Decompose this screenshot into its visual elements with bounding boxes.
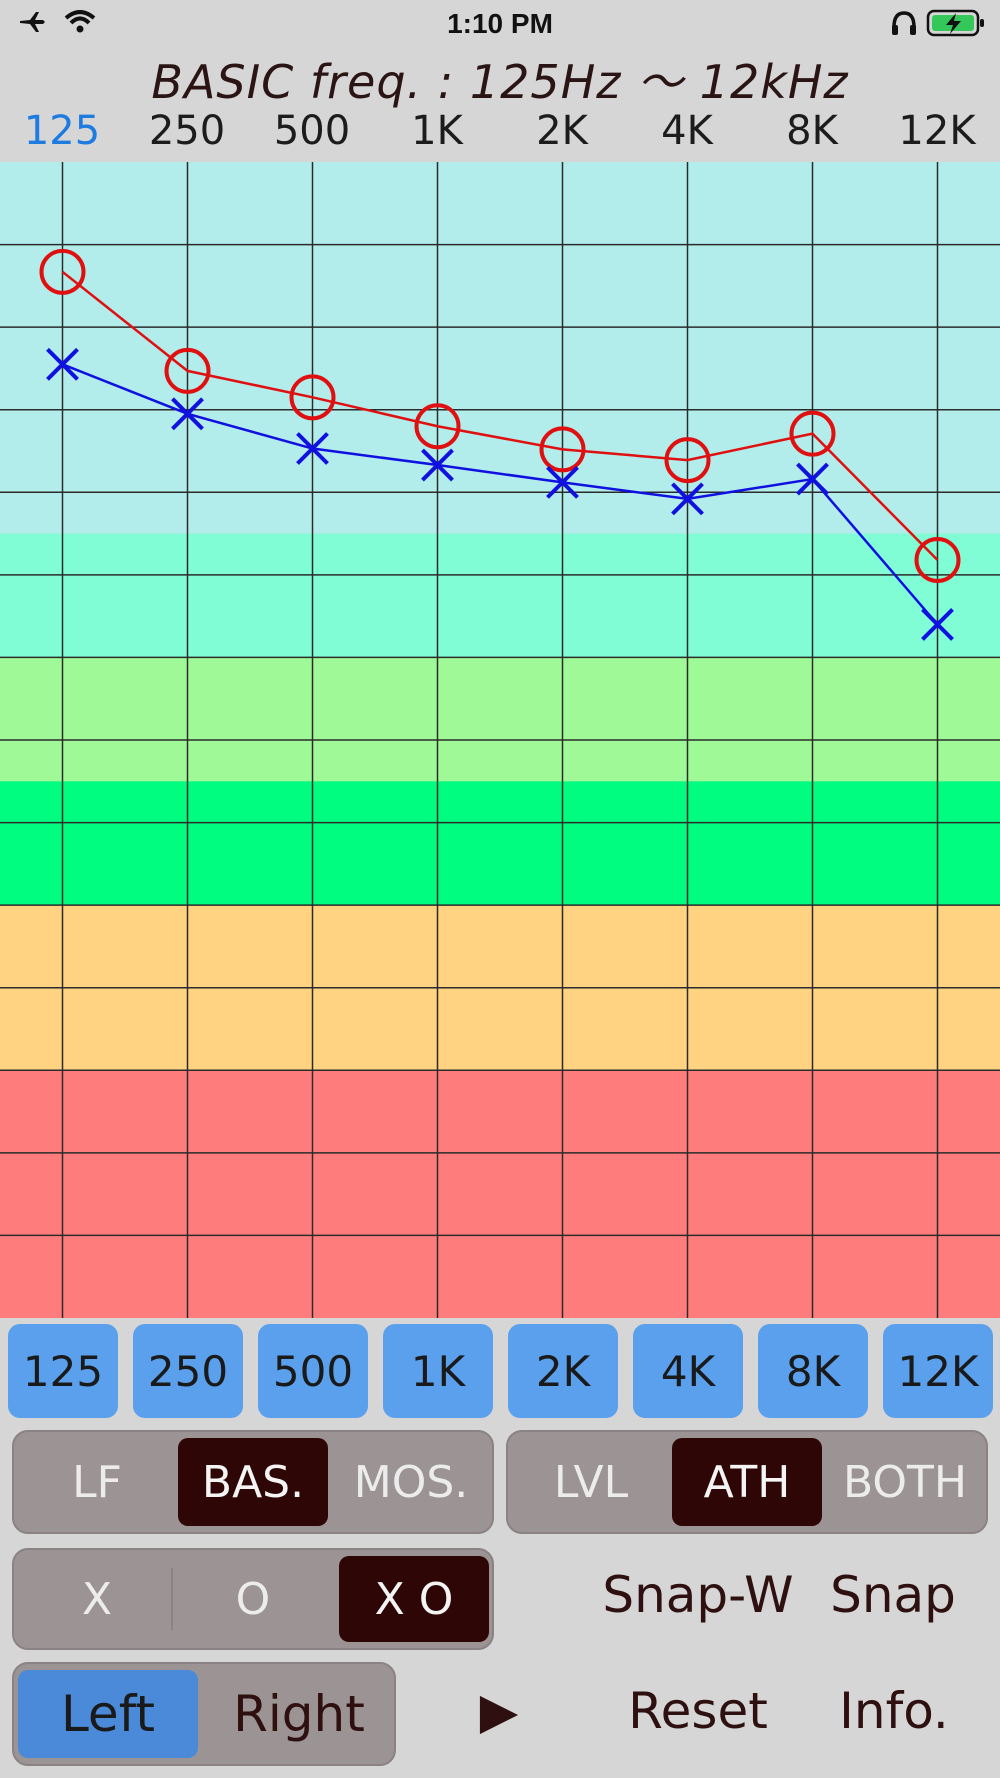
wifi-icon xyxy=(64,10,96,38)
freq-header-1k: 1K xyxy=(411,108,463,154)
marker-option-x[interactable]: X xyxy=(81,1573,113,1625)
freq-header-12k: 12K xyxy=(898,108,976,154)
data-point-o-3 xyxy=(414,403,461,450)
data-point-x-7 xyxy=(921,607,954,641)
data-point-x-stroke-b xyxy=(421,448,454,482)
info-button[interactable]: Info. xyxy=(839,1682,949,1740)
freq-header-500: 500 xyxy=(273,108,351,154)
chart-grid xyxy=(0,162,1000,1318)
chart-band-3 xyxy=(0,781,1000,906)
data-point-x-stroke-b xyxy=(296,432,329,465)
ear-segmented-control: Left Right xyxy=(12,1662,396,1766)
chart-series xyxy=(39,248,961,641)
mode-option-mos[interactable]: MOS. xyxy=(353,1456,469,1508)
type-option-ath[interactable]: ATH xyxy=(672,1438,822,1526)
page-title: BASIC freq. : 125Hz ～ 12kHz xyxy=(151,55,849,109)
data-point-o-0 xyxy=(39,248,86,295)
data-point-o-2 xyxy=(289,374,336,421)
freq-button-8k[interactable]: 8K xyxy=(758,1324,868,1418)
data-point-x-stroke-b xyxy=(546,465,579,499)
data-point-o-4 xyxy=(539,426,586,473)
status-time: 1:10 PM xyxy=(447,8,553,39)
freq-button-125[interactable]: 125 xyxy=(8,1324,118,1418)
freq-button-1k[interactable]: 1K xyxy=(383,1324,493,1418)
marker-segmented-control: X O X O xyxy=(12,1548,494,1650)
data-point-o-1 xyxy=(164,347,211,394)
mode-option-bas[interactable]: BAS. xyxy=(178,1438,328,1526)
data-point-x-3 xyxy=(421,448,454,482)
chart-band-5 xyxy=(0,1070,1000,1318)
mode-option-lf[interactable]: LF xyxy=(72,1456,122,1508)
status-bar: 1:10 PM xyxy=(0,0,1000,48)
data-point-x-stroke-b xyxy=(171,397,204,431)
type-option-lvl[interactable]: LVL xyxy=(553,1456,629,1508)
airplane-icon xyxy=(18,10,46,38)
data-point-x-6 xyxy=(796,462,829,496)
mode-segmented-control: LF BAS. MOS. xyxy=(12,1430,494,1534)
audiogram-chart[interactable] xyxy=(0,162,1000,1318)
headphones-icon xyxy=(890,9,918,41)
data-point-x-stroke-b xyxy=(921,607,954,641)
snap-w-button[interactable]: Snap-W xyxy=(602,1566,794,1624)
data-point-x-4 xyxy=(546,465,579,499)
battery-charging-icon xyxy=(926,8,986,42)
type-option-both[interactable]: BOTH xyxy=(842,1456,967,1508)
type-segmented-control: LVL ATH BOTH xyxy=(506,1430,988,1534)
freq-header-125: 125 xyxy=(23,108,101,154)
freq-header-250: 250 xyxy=(148,108,226,154)
snap-button[interactable]: Snap xyxy=(830,1566,956,1624)
freq-header-4k: 4K xyxy=(661,108,713,154)
freq-button-2k[interactable]: 2K xyxy=(508,1324,618,1418)
freq-button-250[interactable]: 250 xyxy=(133,1324,243,1418)
data-point-o-7 xyxy=(914,536,961,583)
freq-header-8k: 8K xyxy=(786,108,838,154)
data-point-x-2 xyxy=(296,432,329,465)
data-point-x-stroke-b xyxy=(796,462,829,496)
chart-band-2 xyxy=(0,657,1000,782)
data-point-x-5 xyxy=(671,482,704,516)
ear-option-right[interactable]: Right xyxy=(233,1685,365,1743)
ear-option-left[interactable]: Left xyxy=(18,1670,198,1758)
freq-button-4k[interactable]: 4K xyxy=(633,1324,743,1418)
marker-option-o[interactable]: O xyxy=(235,1573,271,1625)
chart-bands xyxy=(0,162,1000,1318)
chart-band-0 xyxy=(0,162,1000,534)
data-point-x-1 xyxy=(171,397,204,431)
series-line-x xyxy=(62,363,939,626)
freq-header-2k: 2K xyxy=(536,108,588,154)
reset-button[interactable]: Reset xyxy=(628,1682,768,1740)
data-point-x-stroke-b xyxy=(671,482,704,516)
freq-button-12k[interactable]: 12K xyxy=(883,1324,993,1418)
data-point-x-stroke-b xyxy=(46,347,79,381)
marker-option-xo[interactable]: X O xyxy=(339,1556,489,1642)
data-point-o-6 xyxy=(789,410,836,457)
marker-divider xyxy=(171,1568,173,1630)
chart-band-1 xyxy=(0,533,1000,658)
data-point-o-5 xyxy=(664,437,711,484)
freq-button-500[interactable]: 500 xyxy=(258,1324,368,1418)
data-point-x-0 xyxy=(46,347,79,381)
play-button[interactable]: ▶ xyxy=(479,1682,519,1740)
